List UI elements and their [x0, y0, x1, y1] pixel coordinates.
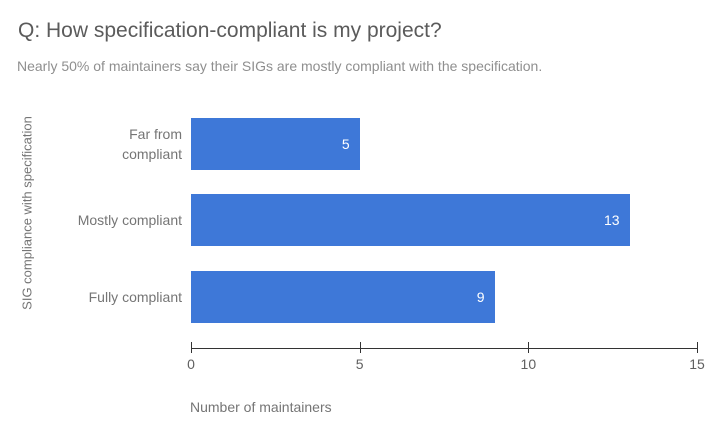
x-axis-line: 0 5 10 15	[187, 342, 705, 372]
x-axis-tick-mark	[191, 342, 192, 353]
x-axis-tick-label: 15	[689, 356, 705, 372]
category-label-fully-compliant: Fully compliant	[88, 289, 182, 305]
chart-subtitle: Nearly 50% of maintainers say their SIGs…	[17, 58, 543, 74]
x-axis-tick-label: 0	[187, 356, 195, 372]
bar-row-far-from-compliant: 5	[191, 118, 697, 170]
x-axis-tick-label: 10	[520, 356, 537, 372]
bar-value-label: 5	[341, 136, 350, 152]
bar-row-fully-compliant: 9	[191, 271, 697, 323]
x-axis-tick-label: 5	[355, 356, 364, 372]
bar-value-label: 9	[476, 289, 485, 305]
x-axis-title: Number of maintainers	[190, 399, 332, 415]
x-axis-tick-mark	[697, 342, 698, 353]
category-label-far-from-compliant: Far from compliant	[122, 126, 182, 162]
x-axis-tick-mark	[359, 342, 361, 353]
y-axis-title: SIG compliance with specification	[19, 116, 35, 310]
bar-row-mostly-compliant: 13	[191, 194, 697, 246]
category-label-mostly-compliant: Mostly compliant	[77, 212, 182, 228]
bar-fully-compliant: 9	[191, 271, 495, 323]
x-axis-tick-mark	[528, 342, 530, 353]
bar-value-label: 13	[603, 212, 620, 228]
bar-far-from-compliant: 5	[191, 118, 360, 170]
bar-mostly-compliant: 13	[191, 194, 630, 246]
chart-title: Q: How specification-compliant is my pro…	[18, 19, 442, 42]
